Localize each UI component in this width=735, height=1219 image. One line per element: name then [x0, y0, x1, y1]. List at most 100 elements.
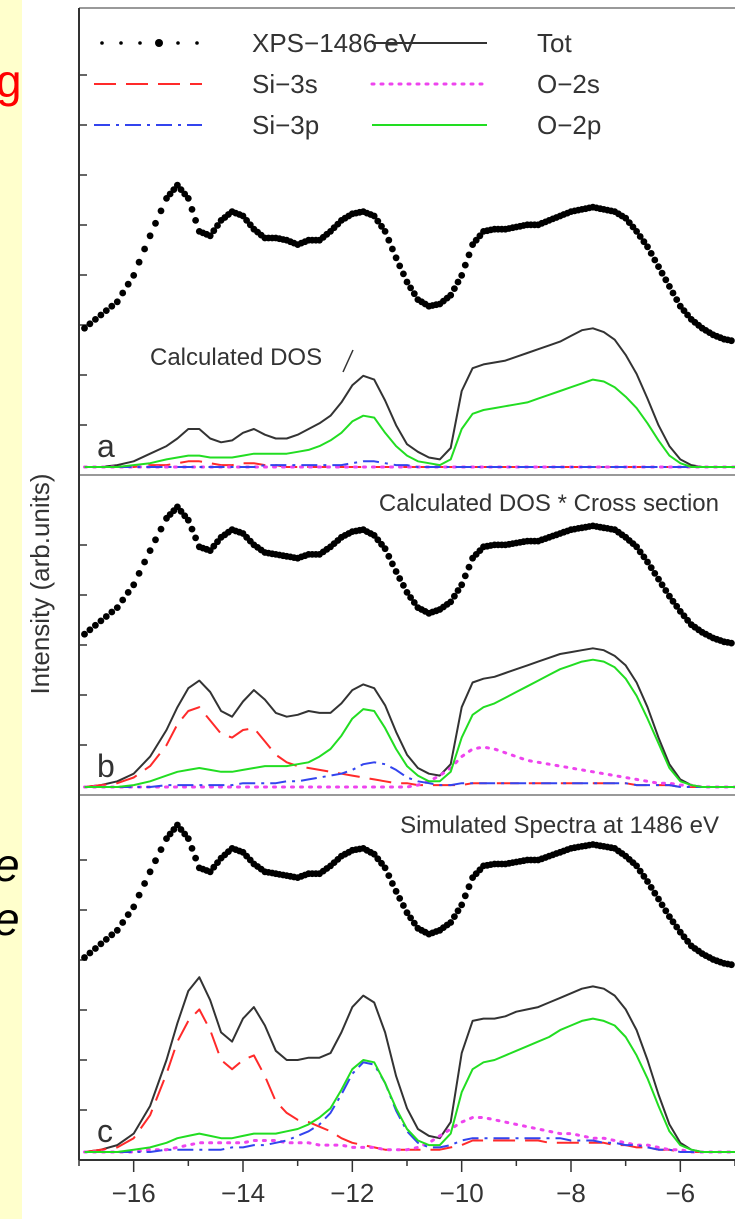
series-line [84, 378, 735, 468]
series-line [84, 1061, 735, 1153]
series-line [84, 706, 735, 788]
data-point [454, 278, 462, 286]
legend-marker [155, 39, 163, 47]
data-point [461, 572, 469, 580]
data-point [636, 233, 644, 240]
data-point [374, 855, 382, 863]
data-point [451, 913, 458, 920]
data-point [400, 270, 407, 278]
data-point [378, 222, 385, 230]
data-point [658, 901, 666, 909]
data-point [640, 553, 648, 561]
data-point [651, 256, 659, 264]
data-point [447, 598, 455, 606]
data-point [86, 626, 94, 634]
legend-label: Tot [537, 28, 572, 58]
data-point [410, 919, 418, 927]
xps-dos-chart: −16 −14 −12 −10 −8 −6 Energy (eV) Intensity (ar… [25, 7, 735, 1219]
data-point [454, 907, 462, 915]
data-point [666, 913, 673, 920]
legend-marker [176, 41, 180, 45]
data-point [385, 236, 393, 244]
data-point [130, 272, 138, 279]
data-point [458, 272, 466, 279]
series-line [84, 327, 735, 468]
data-point [673, 923, 681, 931]
data-point [166, 830, 174, 838]
data-point [447, 919, 455, 926]
data-point [102, 613, 110, 620]
data-point [374, 536, 382, 544]
data-point [214, 222, 221, 229]
figure-panel: −16 −14 −12 −10 −8 −6 Energy (eV) Intensity (ar… [22, 0, 735, 1219]
data-point [210, 542, 218, 550]
data-point [177, 826, 185, 833]
data-point [389, 880, 396, 887]
data-point [146, 868, 154, 876]
data-point [135, 891, 143, 899]
x-tick-label: −8 [556, 1178, 586, 1208]
data-point [206, 232, 214, 240]
data-point [92, 621, 99, 629]
data-point [124, 911, 132, 918]
data-point [177, 507, 185, 515]
x-axis-label: Energy (eV) [338, 1214, 477, 1219]
data-point [396, 575, 404, 582]
panel-annotation: Calculated DOS * Cross section [379, 490, 719, 517]
legend-marker [119, 41, 123, 45]
data-point [184, 195, 192, 202]
data-point [392, 568, 400, 575]
series-line [84, 460, 735, 468]
data-point [636, 867, 644, 875]
data-point [410, 599, 418, 606]
data-point [666, 592, 673, 600]
data-point [666, 283, 673, 290]
data-point [157, 846, 165, 853]
series-line [84, 761, 735, 788]
data-point [385, 872, 393, 879]
data-point [407, 594, 414, 601]
data-point [152, 536, 159, 544]
data-point [108, 302, 116, 310]
data-point [410, 290, 418, 298]
data-point [146, 547, 154, 554]
data-point [651, 570, 659, 577]
slide-text-line-2: e [0, 892, 20, 946]
data-point [633, 228, 640, 235]
data-point [461, 261, 469, 269]
data-point [124, 589, 132, 596]
data-point [119, 289, 127, 297]
data-point [640, 238, 648, 246]
data-point [124, 280, 132, 288]
x-tick-label: −16 [112, 1178, 156, 1208]
data-point [97, 311, 105, 319]
data-point [370, 212, 378, 220]
panel-annotation: Simulated Spectra at 1486 eV [400, 812, 719, 839]
data-point [647, 250, 655, 257]
data-point [407, 284, 414, 292]
data-point [130, 581, 138, 589]
data-point [184, 516, 192, 524]
data-point [152, 219, 159, 227]
data-point [113, 604, 121, 611]
series-line [84, 1017, 735, 1153]
data-point [396, 895, 404, 902]
data-point [141, 558, 148, 566]
data-point [113, 926, 121, 934]
legend-label: O−2s [537, 69, 600, 99]
data-point [662, 907, 670, 915]
panel-annotation: Calculated DOS [150, 344, 322, 371]
data-point [374, 217, 382, 225]
data-point [651, 889, 659, 897]
series-line [83, 1116, 735, 1154]
slide-text-line-1: e [0, 838, 20, 892]
data-point [392, 254, 400, 262]
data-point [210, 863, 218, 871]
data-point [157, 525, 165, 533]
data-point [403, 909, 411, 917]
series-line [84, 460, 735, 468]
panel-label: a [97, 428, 115, 464]
data-point [385, 552, 393, 560]
data-point [644, 878, 651, 885]
data-point [451, 285, 458, 292]
